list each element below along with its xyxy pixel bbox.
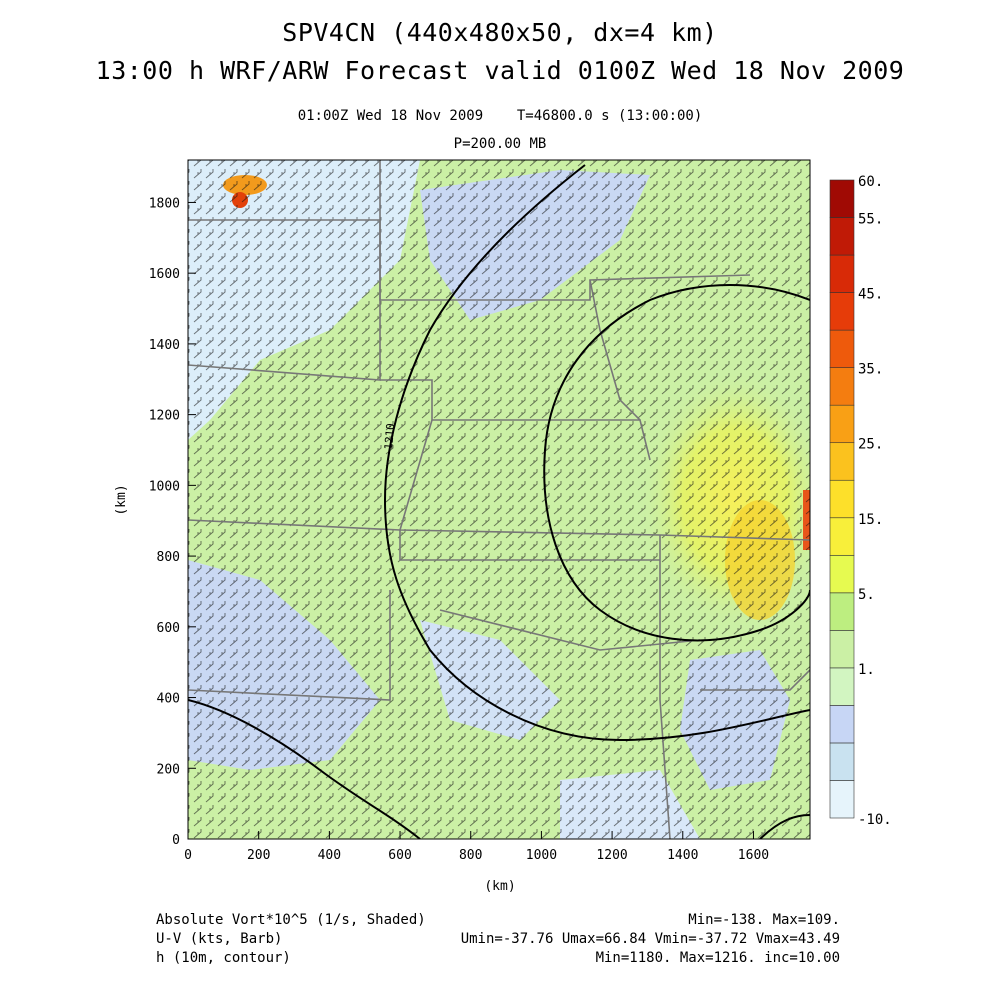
vorticity-shading	[188, 160, 810, 839]
colorbar: 60. 55. 45. 35. 25. 15. 5. 1. -10.	[829, 174, 892, 828]
x-tick-label: 400	[318, 848, 341, 863]
colorbar-label: 5.	[858, 587, 875, 603]
plot-frame	[187, 159, 811, 840]
y-tick-label: 1400	[149, 338, 180, 353]
y-axis-label: (km)	[114, 484, 129, 515]
x-tick-label: 1200	[596, 848, 627, 863]
colorbar-swatch	[829, 554, 855, 594]
x-tick-label: 600	[388, 848, 411, 863]
colorbar-label: 15.	[858, 512, 883, 528]
contour-label: 1210	[382, 423, 397, 451]
map-boundaries	[188, 160, 810, 839]
colorbar-swatch	[829, 630, 855, 669]
y-tick-label: 0	[172, 833, 180, 848]
colorbar-label: -10.	[858, 812, 892, 828]
colorbar-swatch	[829, 217, 855, 256]
title-line-2: 13:00 h WRF/ARW Forecast valid 0100Z Wed…	[95, 56, 905, 85]
footer-stats-1: Min=-138. Max=109.	[688, 912, 840, 928]
x-tick-label: 1000	[526, 848, 557, 863]
colorbar-swatch	[829, 329, 855, 368]
colorbar-label: 35.	[858, 362, 883, 378]
colorbar-swatch	[829, 179, 855, 218]
x-tick-label: 800	[459, 848, 482, 863]
colorbar-swatch	[829, 404, 855, 444]
y-tick-label: 600	[157, 621, 180, 636]
colorbar-swatch	[829, 517, 855, 556]
title-line-1: SPV4CN (440x480x50, dx=4 km)	[282, 18, 718, 47]
x-axis-label: (km)	[484, 879, 515, 894]
x-tick-label: 200	[247, 848, 270, 863]
colorbar-swatch	[829, 742, 855, 781]
footer-field-1: Absolute Vort*10^5 (1/s, Shaded)	[156, 912, 426, 928]
colorbar-label: 55.	[858, 212, 883, 228]
footer-field-3: h (10m, contour)	[156, 950, 291, 966]
colorbar-label: 45.	[858, 287, 883, 303]
x-axis: 0 200 400 600 800 1000 1200 1400 1600	[184, 831, 769, 863]
x-tick-label: 0	[184, 848, 192, 863]
x-tick-label: 1600	[738, 848, 769, 863]
colorbar-label: 25.	[858, 437, 883, 453]
colorbar-swatch	[829, 667, 855, 706]
y-tick-label: 1200	[149, 409, 180, 424]
colorbar-swatch	[829, 780, 855, 819]
x-tick-label: 1400	[667, 848, 698, 863]
y-tick-label: 800	[157, 550, 180, 565]
subtitle-pressure: P=200.00 MB	[453, 136, 547, 152]
footer-field-2: U-V (kts, Barb)	[156, 931, 283, 947]
colorbar-swatch	[829, 705, 855, 744]
footer-stats-3: Min=1180. Max=1216. inc=10.00	[595, 950, 840, 966]
y-tick-label: 400	[157, 692, 180, 707]
y-axis: 0 200 400 600 800 1000 1200 1400 1600 1800	[149, 196, 196, 848]
colorbar-swatch	[829, 592, 855, 631]
colorbar-label: 1.	[858, 662, 875, 678]
height-contours	[188, 164, 810, 839]
colorbar-swatch	[829, 292, 855, 331]
subtitle-time: 01:00Z Wed 18 Nov 2009 T=46800.0 s (13:0…	[297, 108, 703, 124]
y-tick-label: 1800	[149, 196, 180, 211]
colorbar-swatch	[829, 442, 855, 481]
colorbar-swatch	[829, 479, 855, 519]
y-tick-label: 1600	[149, 267, 180, 282]
footer-stats-2: Umin=-37.76 Umax=66.84 Vmin=-37.72 Vmax=…	[460, 931, 840, 947]
y-tick-label: 200	[157, 762, 180, 777]
colorbar-swatch	[829, 254, 855, 293]
wind-barbs	[188, 160, 810, 839]
colorbar-swatch	[829, 367, 855, 406]
y-tick-label: 1000	[149, 479, 180, 494]
colorbar-label: 60.	[858, 174, 883, 190]
